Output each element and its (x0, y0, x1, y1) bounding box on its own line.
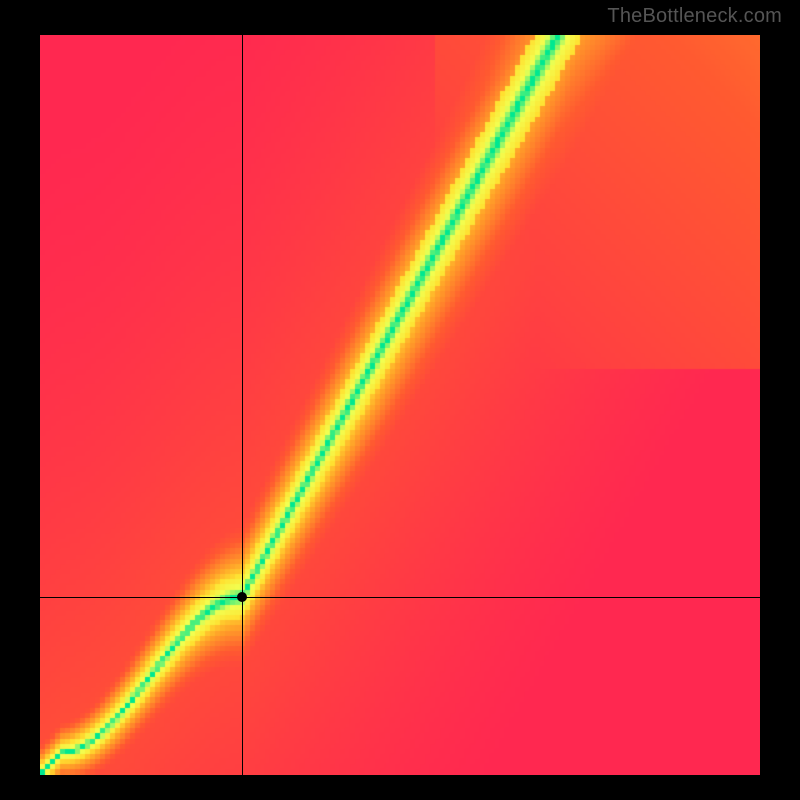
chart-frame: TheBottleneck.com (0, 0, 800, 800)
crosshair-marker (237, 592, 247, 602)
crosshair-vertical (242, 35, 243, 775)
crosshair-horizontal (40, 597, 760, 598)
heatmap-canvas (40, 35, 760, 775)
heatmap-plot (40, 35, 760, 775)
attribution-text: TheBottleneck.com (607, 5, 782, 28)
